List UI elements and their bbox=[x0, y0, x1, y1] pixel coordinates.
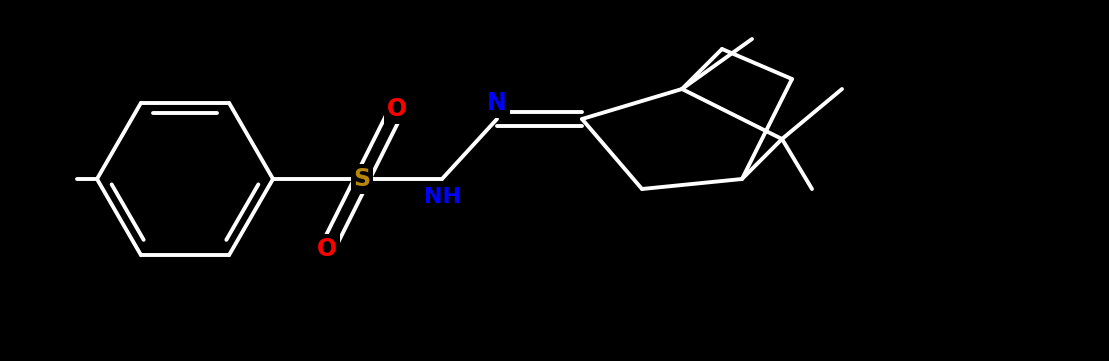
Text: O: O bbox=[317, 237, 337, 261]
Text: S: S bbox=[354, 167, 370, 191]
Text: O: O bbox=[387, 97, 407, 121]
Text: N: N bbox=[487, 91, 507, 115]
Text: NH: NH bbox=[424, 187, 460, 207]
